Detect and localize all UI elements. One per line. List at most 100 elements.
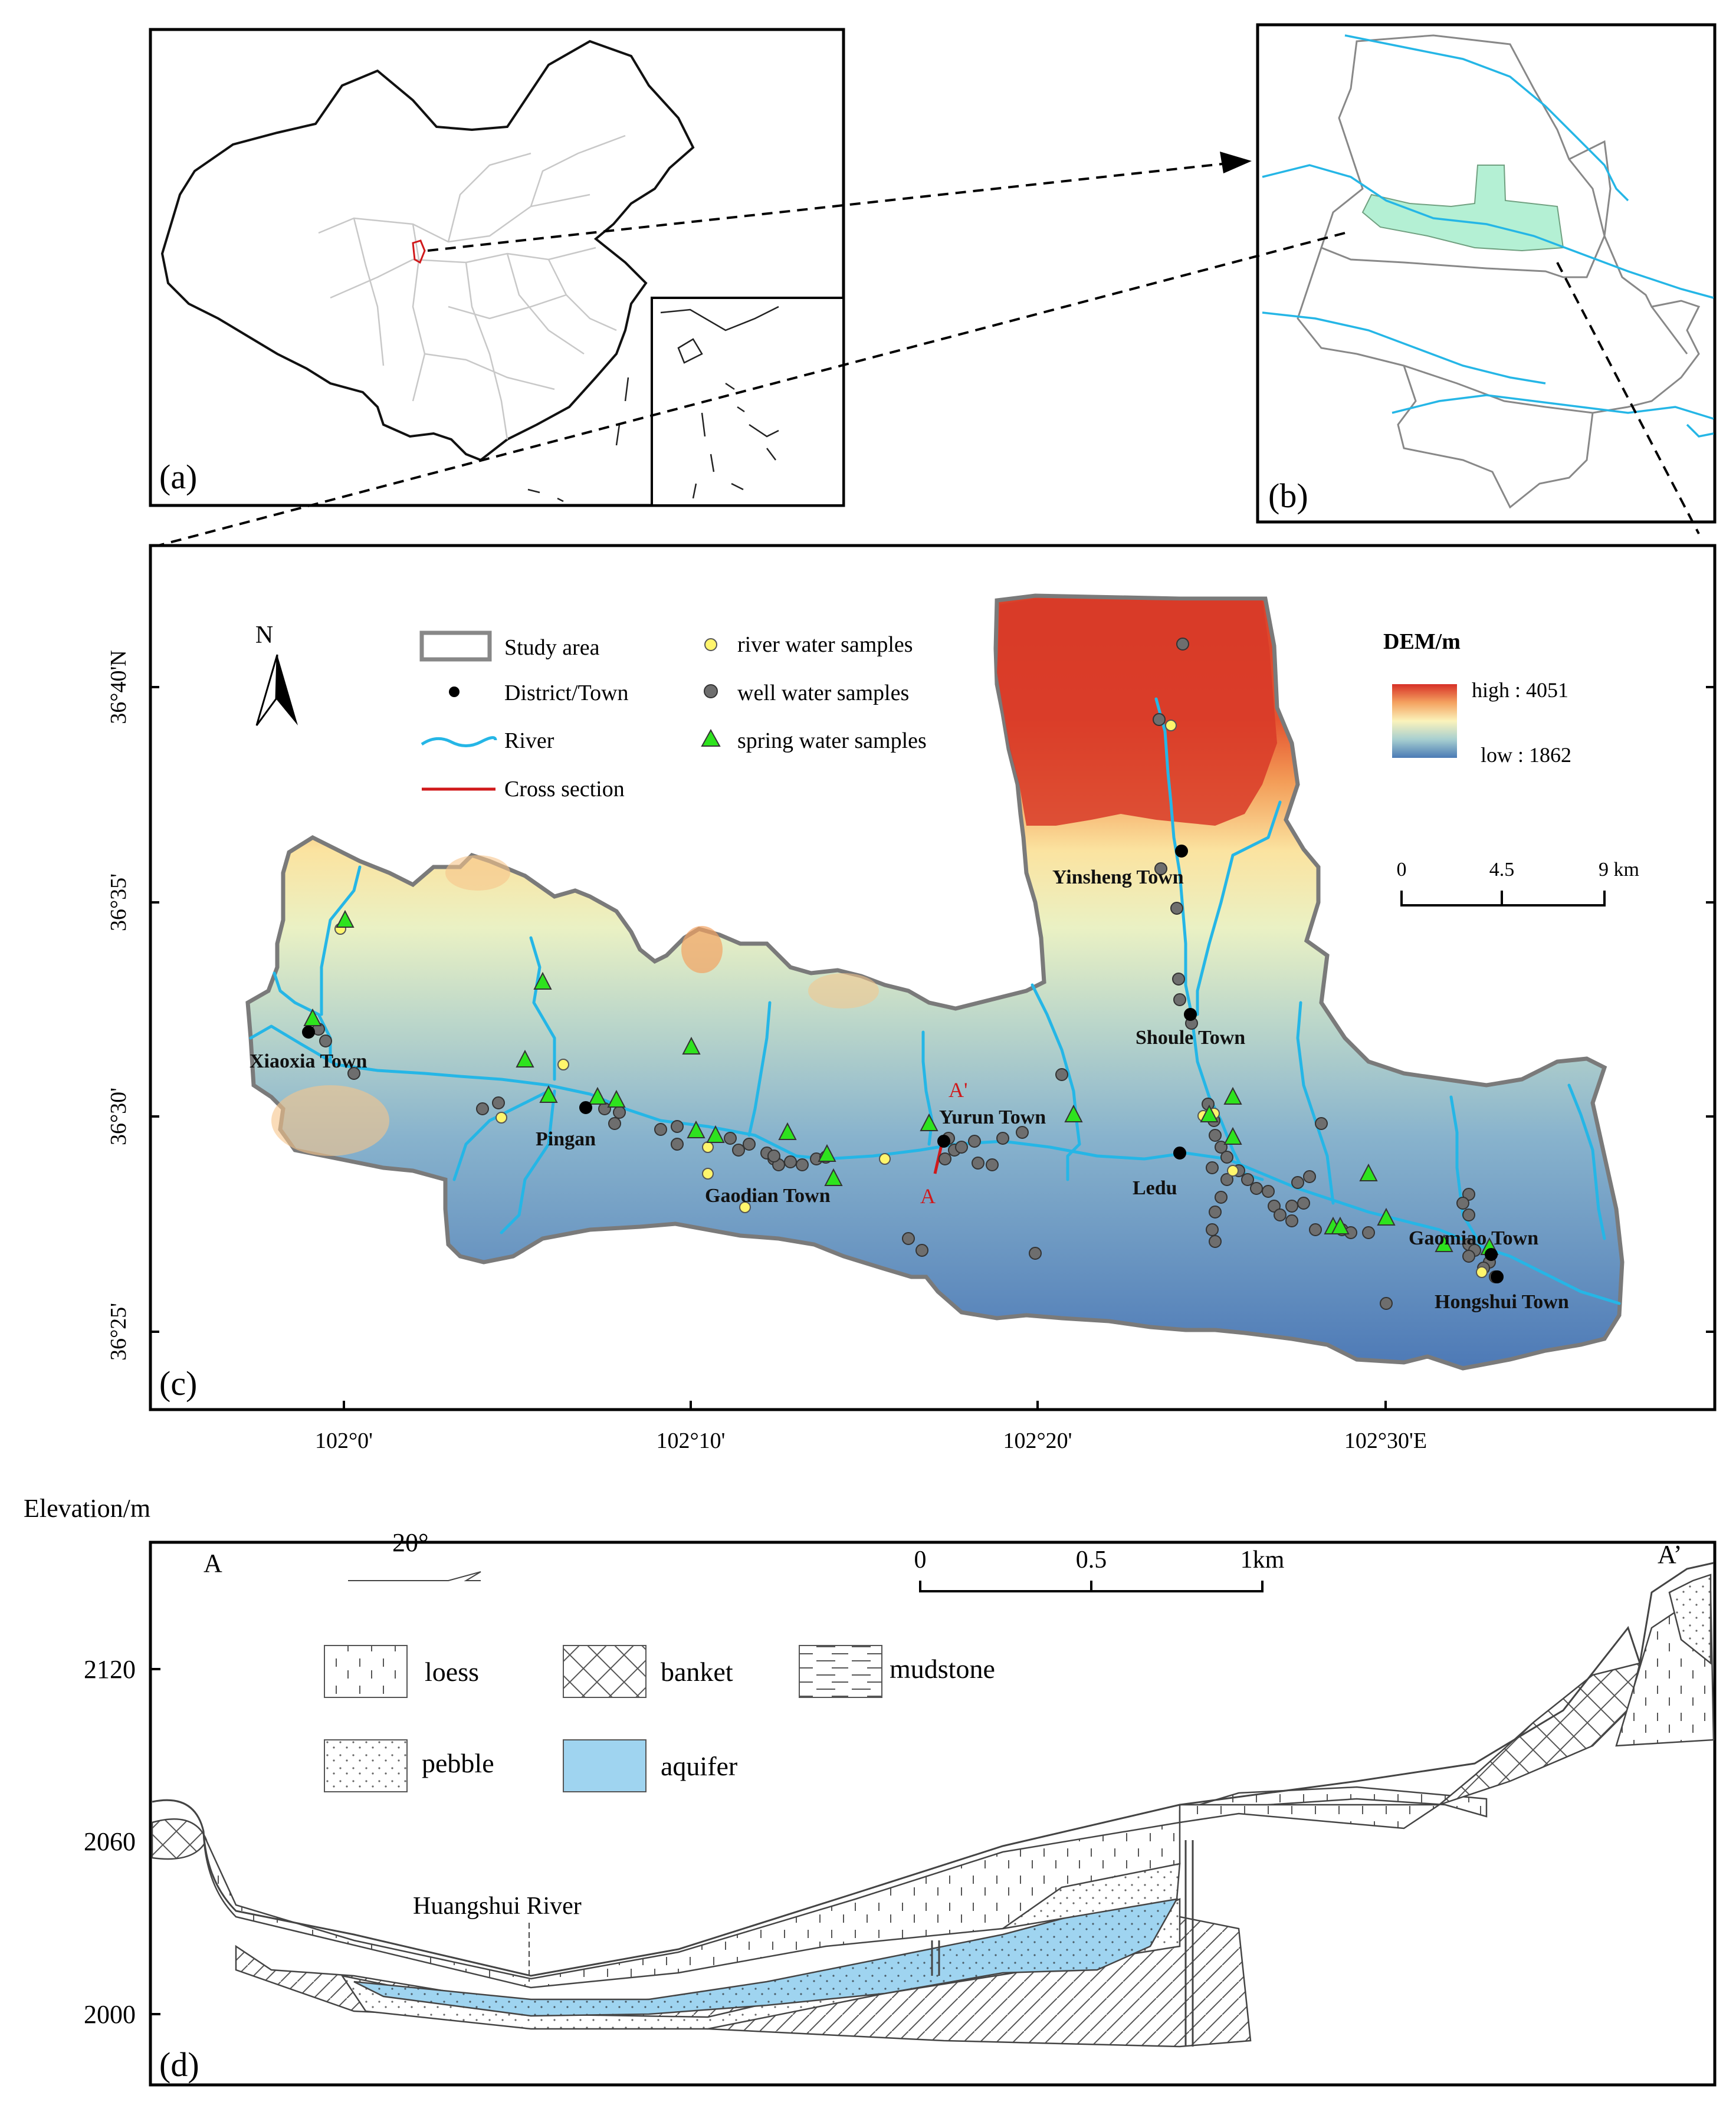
well-sample-point: [1241, 1173, 1254, 1186]
well-sample-point: [724, 1132, 737, 1145]
spring-sample-point: [1377, 1207, 1396, 1226]
spring-sample-point: [778, 1122, 797, 1140]
well-sample-point: [1297, 1197, 1310, 1210]
y-tick-label: 2060: [84, 1827, 136, 1856]
map-legend: Study area District/Town River Cross sec…: [419, 630, 927, 802]
scale-tick-2: 9 km: [1599, 859, 1639, 881]
study-area-marker: [412, 239, 426, 264]
well-sample-point: [1309, 1223, 1322, 1236]
well-sample-point: [938, 1152, 951, 1165]
well-sample-point: [732, 1144, 745, 1157]
town-label: Gaodian Town: [705, 1185, 831, 1207]
town-label: Xiaoxia Town: [250, 1050, 367, 1072]
lat-label: 36°30': [106, 1088, 131, 1145]
scale-tick-0: 0: [1397, 859, 1407, 881]
well-sample-point: [608, 1117, 621, 1130]
spring-sample-point: [1223, 1126, 1242, 1145]
well-sample-point: [743, 1138, 756, 1151]
legend-pebble: pebble: [422, 1748, 494, 1778]
well-sample-point: [902, 1232, 915, 1245]
well-sample-point: [1220, 1173, 1233, 1186]
town-dot: [302, 1026, 315, 1039]
well-sample-point: [986, 1158, 999, 1171]
well-sample-point: [1303, 1170, 1316, 1183]
section-mark-a: A: [920, 1184, 936, 1208]
well-sample-point: [1362, 1226, 1375, 1239]
lon-label: 102°10': [656, 1428, 725, 1453]
section-mark-a-prime: A': [949, 1078, 967, 1102]
lat-label: 36°40'N: [106, 650, 131, 724]
lon-label: 102°0': [315, 1428, 373, 1453]
river-sample-point: [702, 1141, 714, 1153]
well-sample-point: [796, 1158, 809, 1171]
well-sample-point: [671, 1138, 684, 1151]
spring-sample-point: [1331, 1216, 1350, 1234]
well-sample-point: [1209, 1206, 1222, 1218]
well-sample-point: [1206, 1223, 1219, 1236]
town-dot: [937, 1135, 950, 1148]
spring-sample-point: [336, 909, 355, 928]
panel-c-dem-map: A' A Xiaoxia Town Pingan Gaodian Town Yu…: [106, 544, 1717, 1453]
offshore-islands: [527, 377, 629, 502]
y-axis-title: Elevation/m: [24, 1494, 150, 1523]
well-sample-point: [1250, 1182, 1263, 1195]
legend-aquifer: aquifer: [661, 1751, 737, 1781]
well-sample-point: [1055, 1068, 1068, 1081]
spring-sample-point: [1359, 1163, 1378, 1181]
town-label: Shoule Town: [1136, 1027, 1245, 1049]
well-sample-point: [654, 1123, 667, 1136]
well-sample-point: [1172, 973, 1185, 986]
lon-label: 102°20': [1003, 1428, 1072, 1453]
well-sample-point: [767, 1149, 780, 1162]
legend-spring-sample-swatch: [701, 728, 721, 747]
lat-label: 36°35': [106, 873, 131, 931]
lat-label: 36°25': [106, 1303, 131, 1361]
legend-river-samples: river water samples: [737, 632, 913, 657]
section-end-a-prime: A’: [1658, 1540, 1682, 1569]
town-dot: [579, 1101, 592, 1114]
well-sample-point: [1215, 1191, 1228, 1204]
panel-b-region-map: (b): [1256, 23, 1717, 524]
legend-district: District/Town: [504, 681, 629, 705]
well-sample-point: [1206, 1161, 1219, 1174]
dem-low-label: low : 1862: [1481, 743, 1571, 767]
legend-well-sample-swatch: [704, 684, 718, 698]
legend-mudstone: mudstone: [890, 1654, 995, 1684]
spring-sample-point: [1223, 1086, 1242, 1105]
well-sample-point: [955, 1141, 968, 1154]
dem-high-label: high : 4051: [1472, 678, 1568, 702]
well-sample-point: [1153, 713, 1166, 726]
y-axis-labels: 2120 2060 2000: [84, 1655, 136, 2029]
town-dot: [1491, 1270, 1504, 1283]
dip-angle: 20°: [392, 1528, 429, 1557]
well-sample-point: [972, 1157, 985, 1170]
river-sample-point: [879, 1153, 891, 1165]
well-sample-point: [1209, 1129, 1222, 1142]
spring-sample-point: [1064, 1104, 1083, 1122]
rivers-panel-b: [1262, 34, 1714, 438]
section-scale-tick: 1km: [1241, 1546, 1285, 1574]
panel-d-cross-section: Elevation/m 2120 2060 2000 A A’ 20° 0 0.…: [24, 1494, 1717, 2087]
spring-sample-point: [1435, 1234, 1453, 1252]
well-sample-point: [784, 1155, 797, 1168]
town-label: Pingan: [536, 1128, 596, 1150]
town-markers: [302, 845, 1504, 1283]
longitude-labels: 102°0' 102°10' 102°20' 102°30'E: [315, 1428, 1427, 1453]
connector-lines: [157, 162, 1700, 547]
well-sample-point: [1285, 1214, 1298, 1227]
well-sample-point: [1154, 862, 1167, 875]
legend-study-area: Study area: [504, 635, 600, 660]
graticule-ticks: [150, 686, 1715, 1410]
spring-sample-point: [818, 1144, 836, 1162]
well-sample-point: [1274, 1208, 1287, 1221]
latitude-labels: 36°40'N 36°35' 36°30' 36°25': [106, 650, 131, 1361]
well-sample-point: [968, 1135, 981, 1148]
study-area-terrain: [245, 593, 1625, 1371]
town-dot: [1184, 1008, 1197, 1021]
panel-a-china-map: (a): [149, 28, 845, 507]
spring-sample-point: [607, 1089, 626, 1108]
dip-symbol: [348, 1571, 481, 1581]
south-china-sea-islands: [660, 306, 779, 499]
well-sample-point: [915, 1244, 928, 1257]
